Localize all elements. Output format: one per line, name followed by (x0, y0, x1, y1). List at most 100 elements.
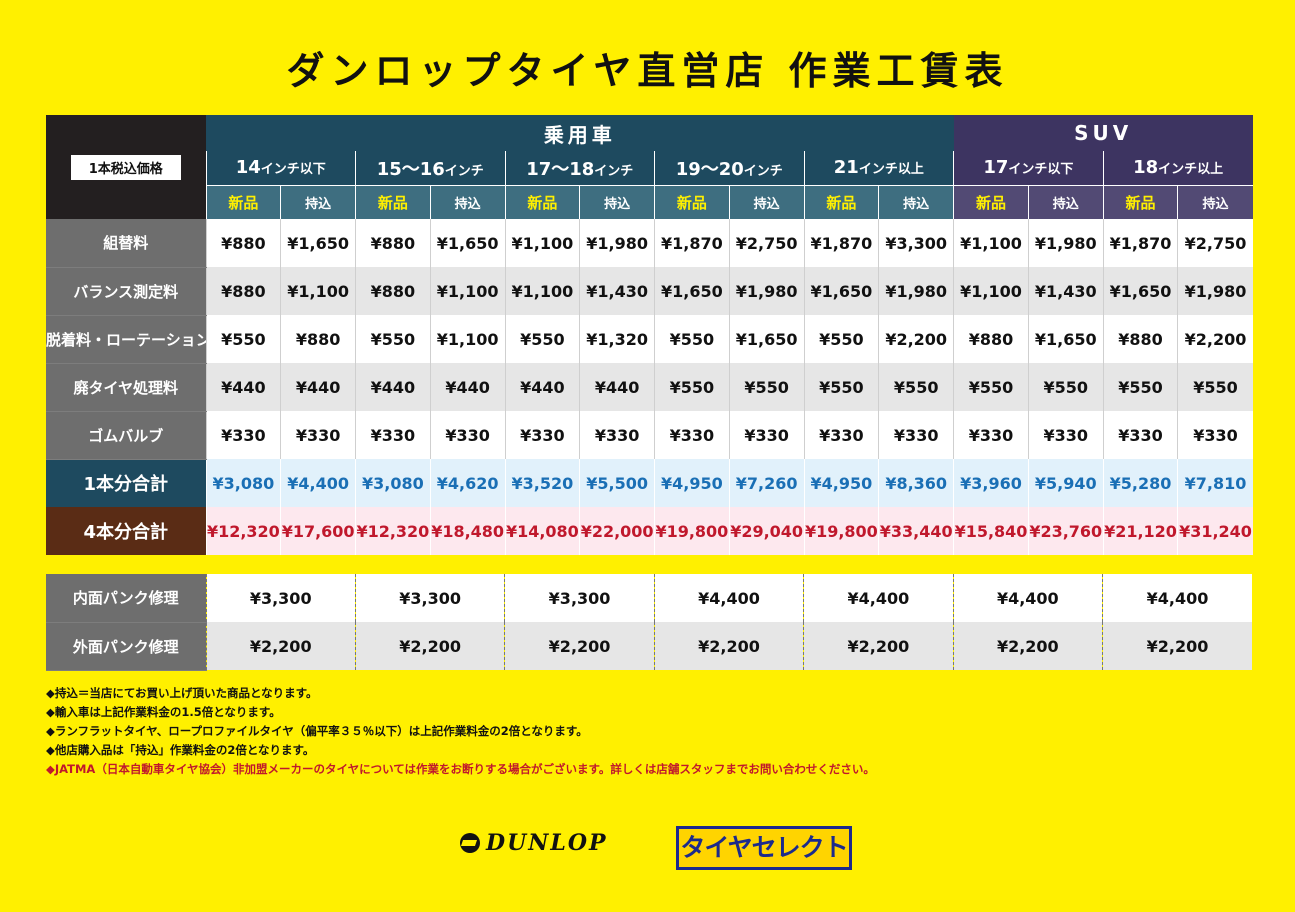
price-cell: ¥330 (280, 411, 356, 459)
price-cell: ¥29,040 (728, 507, 804, 555)
note-line: ◆輸入車は上記作業料金の1.5倍となります。 (46, 705, 281, 719)
size-number: 17〜18 (526, 158, 595, 180)
size-unit: インチ以上 (858, 162, 924, 178)
size-header: 14インチ以下 (205, 151, 356, 185)
price-cell: ¥23,760 (1027, 507, 1104, 555)
price-cell: ¥3,300 (504, 574, 655, 622)
size-unit: インチ以上 (1158, 162, 1224, 178)
price-cell: ¥4,620 (429, 459, 505, 507)
dunlop-wordmark: DUNLOP (486, 830, 608, 856)
price-cell: ¥330 (355, 411, 431, 459)
group-passenger-car: 乗用車 (206, 115, 954, 151)
size-header: 15〜16インチ (355, 151, 505, 185)
size-unit: インチ以下 (260, 162, 326, 178)
price-cell: ¥2,200 (1102, 622, 1252, 670)
size-number: 17 (983, 157, 1009, 179)
size-number: 19〜20 (675, 158, 744, 180)
size-number: 18 (1133, 157, 1159, 179)
price-cell: ¥330 (728, 411, 804, 459)
price-cell: ¥330 (953, 411, 1029, 459)
price-cell: ¥550 (728, 363, 804, 411)
note-line: ◆ランフラットタイヤ、ロープロファイルタイヤ（偏平率３５％以下）は上記作業料金の… (46, 724, 588, 738)
price-cell: ¥550 (654, 363, 730, 411)
bring-in-header: 持込 (728, 184, 804, 219)
size-unit: インチ (444, 163, 484, 179)
price-cell: ¥1,650 (1027, 315, 1104, 363)
price-cell: ¥3,300 (354, 574, 505, 622)
price-cell: ¥550 (878, 363, 954, 411)
price-cell: ¥15,840 (953, 507, 1029, 555)
total-four-row: 4本分合計 ¥12,320 ¥17,600 ¥12,320 ¥18,480 ¥14,080… (46, 507, 1253, 555)
price-cell: ¥2,750 (1177, 219, 1253, 267)
price-cell: ¥880 (355, 219, 431, 267)
price-cell: ¥3,080 (205, 459, 281, 507)
price-cell: ¥550 (654, 315, 730, 363)
price-cell: ¥550 (803, 363, 879, 411)
price-cell: ¥1,100 (504, 219, 580, 267)
size-number: 15〜16 (376, 158, 445, 180)
price-cell: ¥1,100 (280, 267, 356, 315)
price-cell: ¥1,980 (579, 219, 655, 267)
repair-table: 内面パンク修理 ¥3,300 ¥3,300 ¥3,300 ¥4,400 ¥4,400 ¥4,… (46, 574, 1252, 671)
price-cell: ¥21,120 (1102, 507, 1178, 555)
price-cell: ¥330 (579, 411, 655, 459)
row-label: 内面パンク修理 (46, 574, 206, 623)
price-cell: ¥880 (355, 267, 431, 315)
bring-in-header: 持込 (878, 184, 954, 219)
note-line: ◆持込＝当店にてお買い上げ頂いた商品となります。 (46, 686, 318, 700)
size-row: 14インチ以下 15〜16インチ 17〜18インチ 19〜20インチ 21インチ以上 17… (46, 151, 1253, 185)
price-cell: ¥3,080 (355, 459, 431, 507)
price-cell: ¥1,650 (728, 315, 804, 363)
price-cell: ¥880 (1102, 315, 1178, 363)
price-cell: ¥4,400 (1102, 574, 1252, 622)
dunlop-emblem-icon (460, 833, 480, 853)
note-line: ◆他店購入品は「持込」作業料金の2倍となります。 (46, 743, 315, 757)
table-row: 脱着料・ローテーション ¥550 ¥880 ¥550 ¥1,100 ¥550 ¥1,320 ¥… (46, 315, 1253, 364)
price-cell: ¥2,200 (504, 622, 655, 670)
price-cell: ¥7,810 (1177, 459, 1253, 507)
price-cell: ¥8,360 (878, 459, 954, 507)
table-row: 廃タイヤ処理料 ¥440 ¥440 ¥440 ¥440 ¥440 ¥440 ¥550 ¥550 ¥… (46, 363, 1253, 412)
price-cell: ¥31,240 (1177, 507, 1253, 555)
price-cell: ¥880 (953, 315, 1029, 363)
price-basis-label: 1本税込価格 (70, 154, 181, 180)
price-cell: ¥550 (803, 315, 879, 363)
price-cell: ¥2,200 (878, 315, 954, 363)
new-tire-header: 新品 (803, 184, 879, 219)
price-cell: ¥550 (1102, 363, 1178, 411)
price-cell: ¥22,000 (579, 507, 655, 555)
price-cell: ¥3,960 (953, 459, 1029, 507)
price-cell: ¥1,980 (728, 267, 804, 315)
price-cell: ¥4,400 (280, 459, 356, 507)
price-cell: ¥4,400 (653, 574, 804, 622)
note-line-warning: ◆JATMA（日本自動車タイヤ協会）非加盟メーカーのタイヤについては作業をお断り… (46, 762, 875, 776)
new-tire-header: 新品 (504, 184, 580, 219)
total-one-row: 1本分合計 ¥3,080 ¥4,400 ¥3,080 ¥4,620 ¥3,520 ¥5,50… (46, 459, 1253, 507)
price-cell: ¥3,300 (205, 574, 356, 622)
size-unit: インチ (743, 163, 783, 179)
price-cell: ¥2,200 (354, 622, 505, 670)
price-cell: ¥330 (654, 411, 730, 459)
price-cell: ¥2,200 (1177, 315, 1253, 363)
price-cell: ¥550 (1027, 363, 1104, 411)
price-cell: ¥330 (803, 411, 879, 459)
price-cell: ¥330 (205, 411, 281, 459)
size-header: 17〜18インチ (504, 151, 655, 185)
table-row: バランス測定料 ¥880 ¥1,100 ¥880 ¥1,100 ¥1,100 ¥1,430 ¥… (46, 267, 1253, 316)
price-cell: ¥330 (429, 411, 505, 459)
size-header: 19〜20インチ (654, 151, 804, 185)
row-label: 4本分合計 (46, 507, 206, 555)
price-cell: ¥330 (504, 411, 580, 459)
price-cell: ¥5,500 (579, 459, 655, 507)
price-cell: ¥440 (579, 363, 655, 411)
repair-row: 外面パンク修理 ¥2,200 ¥2,200 ¥2,200 ¥2,200 ¥2,200 ¥2,… (46, 622, 1252, 671)
price-cell: ¥2,200 (205, 622, 356, 670)
price-cell: ¥1,980 (878, 267, 954, 315)
bring-in-header: 持込 (1027, 184, 1104, 219)
bring-in-header: 持込 (429, 184, 505, 219)
price-cell: ¥5,280 (1102, 459, 1178, 507)
repair-row: 内面パンク修理 ¥3,300 ¥3,300 ¥3,300 ¥4,400 ¥4,400 ¥4,… (46, 574, 1252, 623)
page-title: ダンロップタイヤ直営店 作業工賃表 (286, 49, 1009, 93)
price-cell: ¥330 (878, 411, 954, 459)
size-number: 14 (235, 157, 261, 179)
